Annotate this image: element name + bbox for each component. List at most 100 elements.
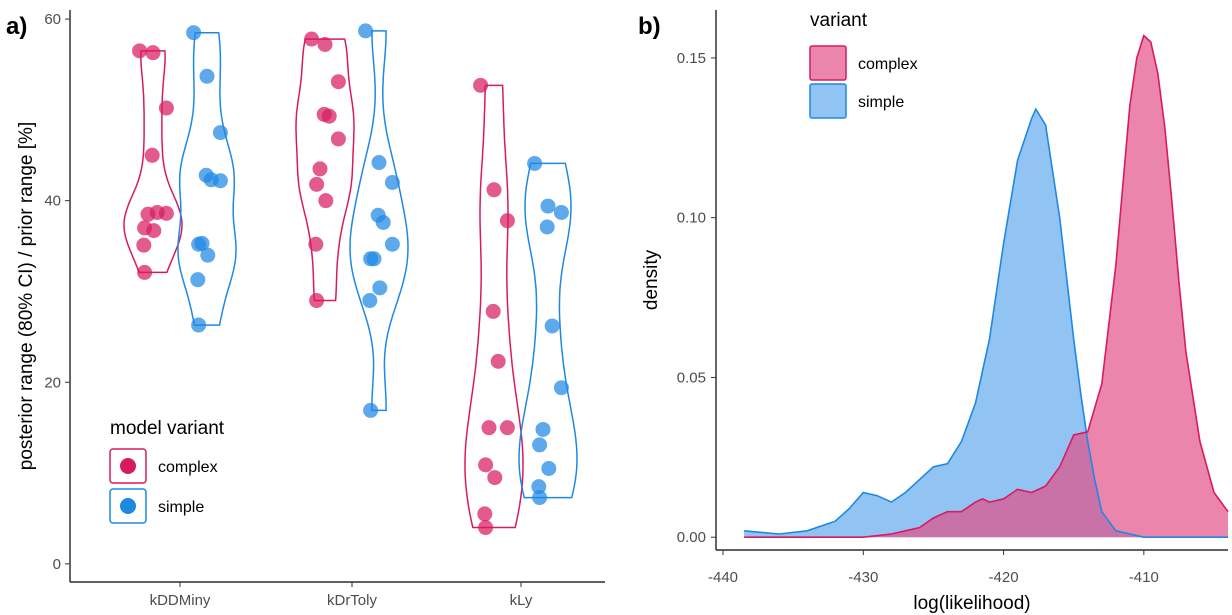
panel-b-y-tick-label: 0.10 [677,210,706,227]
panel-b-x-tick-label: -410 [1129,569,1159,586]
legend-label-complex: complex [158,459,218,476]
legend-swatch-simple [809,83,847,119]
panel-b: b) 0.00 0.05 0.10 0.15 -440 -430 -420 -410 den… [638,10,1229,614]
point-complex-kDrToly [318,193,334,209]
panel-b-y-tick-label: 0.00 [677,529,706,546]
panel-a-x-tick-label: kLy [510,592,533,609]
point-simple-kDrToly [372,280,388,296]
point-complex-kDDMiny [137,264,153,280]
panel-b-tag: b) [638,13,661,40]
density-area-complex [744,35,1228,538]
point-complex-kLy [481,420,497,436]
point-simple-kLy [540,198,556,214]
point-complex-kDrToly [321,108,337,124]
point-simple-kDrToly [384,175,400,191]
point-complex-kLy [485,303,501,319]
point-complex-kDDMiny [132,43,148,59]
panel-a-y-tick-label: 20 [44,374,61,391]
panel-b-x-ticks: -440 -430 -420 -410 [708,550,1159,586]
point-simple-kDrToly [362,293,378,309]
point-simple-kLy [531,479,547,495]
point-complex-kDDMiny [145,45,161,61]
panel-b-x-tick-label: -430 [848,569,878,586]
panel-a-y-tick-label: 0 [53,556,61,573]
panel-a-x-tick-label: kDDMiny [150,592,211,609]
point-complex-kDrToly [308,236,324,252]
point-complex-kDrToly [317,37,333,53]
point-simple-kDDMiny [191,317,207,333]
legend-key-dot-complex [120,458,136,474]
point-complex-kDDMiny [140,206,156,222]
panel-b-density-areas [744,34,1229,538]
point-simple-kLy [539,219,555,235]
point-simple-kDDMiny [200,247,216,263]
density-area-simple [744,109,1228,538]
panel-b-y-tick-label: 0.15 [677,50,706,67]
point-simple-kLy [553,380,569,396]
panel-b-legend-title: variant [810,10,868,31]
point-simple-kDDMiny [186,25,202,41]
panel-a-legend: model variant complex simple [109,418,225,524]
panel-a-dots [132,23,569,536]
panel-a-y-ticks: 0 20 40 60 [44,11,70,573]
point-simple-kLy [532,490,548,506]
point-simple-kLy [541,461,557,477]
panel-b-legend: variant complex simple [809,10,918,119]
point-complex-kLy [499,420,515,436]
point-complex-kLy [473,77,489,93]
point-simple-kLy [535,421,551,437]
point-simple-kLy [527,155,543,171]
point-complex-kLy [478,520,494,536]
point-complex-kLy [477,506,493,522]
point-simple-kDrToly [363,402,379,418]
panel-a-y-tick-label: 60 [44,11,61,28]
panel-b-x-axis-title: log(likelihood) [913,593,1030,614]
panel-a-x-tick-label: kDrToly [327,592,378,609]
legend-swatch-complex [809,45,847,81]
point-simple-kDrToly [363,251,379,267]
point-complex-kDDMiny [144,147,160,163]
point-simple-kDDMiny [199,68,215,84]
point-complex-kDrToly [304,31,320,47]
point-complex-kDDMiny [158,100,174,116]
point-simple-kDDMiny [212,125,228,141]
panel-a-x-ticks: kDDMiny kDrToly kLy [150,582,533,609]
point-simple-kDDMiny [190,272,206,288]
point-simple-kDrToly [375,214,391,230]
point-complex-kLy [478,457,494,473]
point-complex-kDrToly [330,74,346,90]
point-simple-kDDMiny [191,236,207,252]
panel-b-y-ticks: 0.00 0.05 0.10 0.15 [677,50,716,546]
panel-b-x-tick-label: -440 [708,569,738,586]
panel-b-y-tick-label: 0.05 [677,369,706,386]
point-complex-kDrToly [330,131,346,147]
point-complex-kDrToly [309,176,325,192]
point-complex-kDDMiny [158,205,174,221]
point-complex-kDDMiny [136,237,152,253]
legend-label-simple-b: simple [858,94,904,111]
panel-a: a) 0 20 40 60 kDDMiny kDrToly kLy posterior r… [6,10,605,609]
panel-b-x-tick-label: -420 [989,569,1019,586]
point-simple-kLy [544,318,560,334]
panel-b-y-axis-title: density [641,249,662,310]
point-complex-kLy [486,182,502,198]
panel-a-tag: a) [6,13,27,40]
point-complex-kLy [490,353,506,369]
point-simple-kDDMiny [212,173,228,189]
legend-label-complex-b: complex [858,56,918,73]
point-simple-kDrToly [358,23,374,39]
point-simple-kDrToly [384,236,400,252]
point-complex-kDDMiny [146,223,162,239]
legend-key-dot-simple [120,498,136,514]
panel-a-y-tick-label: 40 [44,193,61,210]
point-complex-kLy [487,470,503,486]
point-simple-kLy [532,437,548,453]
panel-a-y-axis-title: posterior range (80% CI) / prior range [… [16,122,37,471]
point-simple-kDrToly [371,155,387,171]
point-complex-kDrToly [312,161,328,177]
panel-a-legend-title: model variant [110,418,225,439]
point-complex-kDrToly [309,293,325,309]
point-complex-kLy [499,213,515,229]
density-line-complex [744,34,1229,538]
